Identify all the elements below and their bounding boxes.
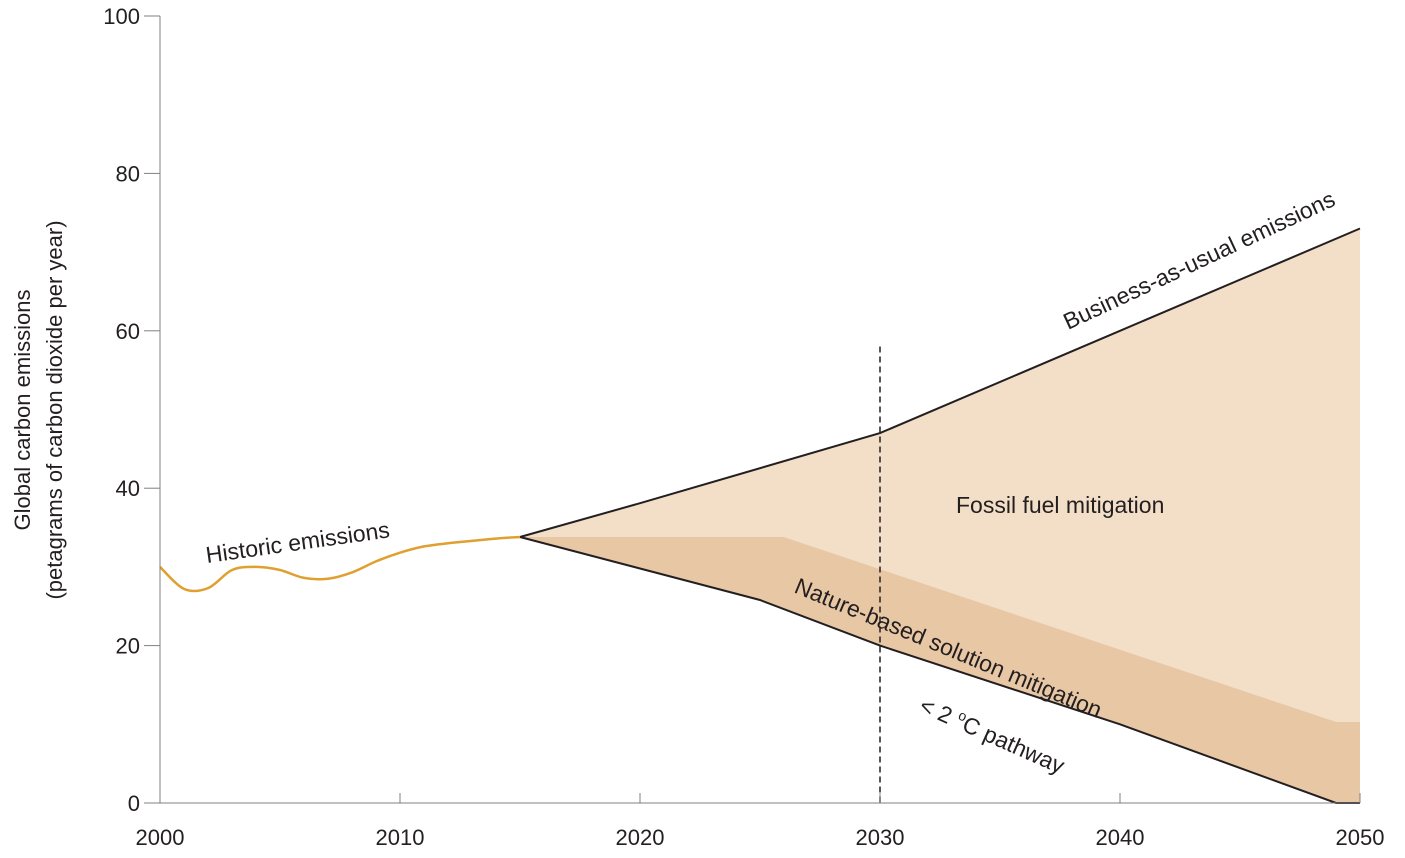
y-axis-title: Global carbon emissions (petagrams of ca… bbox=[10, 220, 67, 599]
y-tick-label-80: 80 bbox=[116, 161, 140, 186]
x-tick-label-2030: 2030 bbox=[856, 825, 905, 850]
x-tick-label-2000: 2000 bbox=[136, 825, 185, 850]
fossil-fuel-mitigation-band bbox=[520, 228, 1360, 722]
historic-emissions-line bbox=[159, 535, 521, 593]
y-axis-title-line2: (petagrams of carbon dioxide per year) bbox=[42, 220, 67, 599]
pathway-label-suffix: C pathway bbox=[959, 711, 1069, 779]
y-tick-label-100: 100 bbox=[103, 4, 140, 29]
x-tick-label-2020: 2020 bbox=[616, 825, 665, 850]
x-tick-label-2010: 2010 bbox=[376, 825, 425, 850]
historic-emissions-label: Historic emissions bbox=[204, 516, 391, 568]
x-tick-label-2050: 2050 bbox=[1336, 825, 1385, 850]
y-tick-label-20: 20 bbox=[116, 634, 140, 659]
nature-based-mitigation-band bbox=[520, 537, 1360, 803]
y-axis-title-line1: Global carbon emissions bbox=[10, 290, 35, 531]
pathway-label-prefix: < 2 bbox=[916, 692, 962, 732]
business-as-usual-line bbox=[519, 227, 1361, 538]
x-tick-label-2040: 2040 bbox=[1096, 825, 1145, 850]
y-tick-label-0: 0 bbox=[128, 791, 140, 816]
fossil-fuel-mitigation-label: Fossil fuel mitigation bbox=[956, 492, 1164, 518]
y-tick-label-60: 60 bbox=[116, 319, 140, 344]
two-degree-pathway-label: < 2 oC pathway bbox=[916, 691, 1069, 779]
y-tick-label-40: 40 bbox=[116, 476, 140, 501]
